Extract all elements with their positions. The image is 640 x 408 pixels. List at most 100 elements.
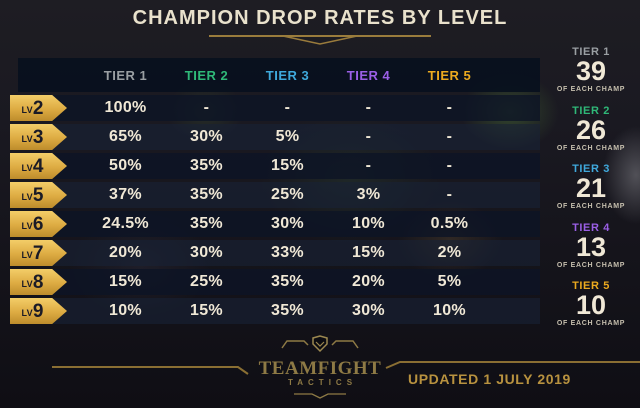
rate-cell: - — [365, 157, 372, 174]
level-prefix: LV — [21, 250, 33, 260]
level-badge-lv6: LV 6 — [10, 211, 67, 237]
rate-cell: 20% — [352, 273, 385, 290]
rate-cell: 30% — [190, 244, 223, 261]
rate-cell: - — [446, 186, 453, 203]
logo-wordmark: TEAMFIGHT — [258, 358, 382, 379]
header-tier-4: TIER 4 — [346, 67, 391, 83]
updated-date: UPDATED 1 JULY 2019 — [408, 371, 571, 387]
logo-flourish-icon — [294, 393, 346, 399]
rate-cell: 30% — [352, 302, 385, 319]
pool-item-tier-5: TIER 5 10 OF EACH CHAMP — [546, 280, 636, 339]
level-number: 3 — [32, 126, 44, 148]
table-row-lv5: LV 5 37% 35% 25% 3% - — [10, 182, 540, 208]
level-number: 5 — [32, 184, 44, 206]
teamfight-tactics-logo: TEAMFIGHT TACTICS — [250, 334, 390, 405]
rate-cell: 30% — [271, 215, 304, 232]
table-row-lv2: LV 2 100% - - - - — [10, 95, 540, 121]
pool-item-tier-1: TIER 1 39 OF EACH CHAMP — [546, 46, 636, 105]
level-number: 6 — [32, 213, 44, 235]
pool-item-tier-3: TIER 3 21 OF EACH CHAMP — [546, 163, 636, 222]
pool-tier-label: TIER 3 — [572, 163, 610, 175]
rate-cell: 5% — [275, 128, 300, 145]
pool-item-tier-2: TIER 2 26 OF EACH CHAMP — [546, 105, 636, 164]
rate-cell: 0.5% — [430, 215, 469, 232]
level-prefix: LV — [21, 308, 33, 318]
level-badge-lv5: LV 5 — [10, 182, 67, 208]
rate-cell: 37% — [109, 186, 142, 203]
header-tier-3: TIER 3 — [265, 67, 310, 83]
level-badge-lv8: LV 8 — [10, 269, 67, 295]
level-prefix: LV — [21, 279, 33, 289]
level-prefix: LV — [21, 221, 33, 231]
rate-cell: 15% — [190, 302, 223, 319]
table-header-row: TIER 1 TIER 2 TIER 3 TIER 4 TIER 5 — [18, 58, 540, 92]
tft-crest-icon — [281, 335, 359, 353]
pool-caption: OF EACH CHAMP — [556, 203, 626, 210]
level-number: 4 — [32, 155, 44, 177]
level-prefix: LV — [21, 163, 33, 173]
rate-cell: 35% — [190, 215, 223, 232]
level-prefix: LV — [21, 192, 33, 202]
rate-cell: - — [203, 99, 210, 116]
rate-cell: 33% — [271, 244, 304, 261]
pool-item-tier-4: TIER 4 13 OF EACH CHAMP — [546, 222, 636, 281]
rate-cell: - — [446, 157, 453, 174]
rate-cell: 3% — [356, 186, 381, 203]
level-prefix: LV — [21, 105, 33, 115]
rate-cell: 25% — [271, 186, 304, 203]
pool-count: 13 — [575, 231, 607, 262]
table-row-lv7: LV 7 20% 30% 33% 15% 2% — [10, 240, 540, 266]
level-badge-lv9: LV 9 — [10, 298, 67, 324]
rate-cell: 15% — [271, 157, 304, 174]
rate-cell: - — [446, 128, 453, 145]
rate-cell: - — [284, 99, 291, 116]
table-row-lv9: LV 9 10% 15% 35% 30% 10% — [10, 298, 540, 324]
rate-cell: 35% — [190, 186, 223, 203]
rate-cell: 25% — [190, 273, 223, 290]
level-number: 7 — [32, 242, 44, 264]
rate-cell: 100% — [104, 99, 147, 116]
table-row-lv6: LV 6 24.5% 35% 30% 10% 0.5% — [10, 211, 540, 237]
rate-cell: 5% — [437, 273, 462, 290]
rate-cell: 2% — [437, 244, 462, 261]
pool-caption: OF EACH CHAMP — [556, 261, 626, 269]
pool-tier-label: TIER 2 — [572, 104, 610, 117]
right-rule-ornament — [385, 361, 640, 369]
rate-cell: 15% — [109, 273, 142, 290]
left-rule-ornament — [52, 366, 249, 375]
rate-cell: 10% — [109, 302, 142, 319]
level-prefix: LV — [21, 134, 33, 144]
rate-cell: 65% — [109, 128, 142, 145]
level-badge-lv2: LV 2 — [10, 95, 67, 121]
pool-caption: OF EACH CHAMP — [556, 320, 626, 327]
pool-tier-label: TIER 4 — [572, 221, 610, 234]
header-tier-1: TIER 1 — [103, 67, 148, 83]
rate-cell: - — [446, 99, 453, 116]
pool-caption: OF EACH CHAMP — [556, 86, 626, 93]
pool-count: 21 — [575, 173, 607, 203]
level-number: 9 — [32, 300, 44, 322]
sidebar-champion-pool: TIER 1 39 OF EACH CHAMP TIER 2 26 OF EAC… — [546, 46, 636, 339]
pool-tier-label: TIER 5 — [572, 280, 610, 292]
logo-subtitle: TACTICS — [287, 378, 358, 387]
rate-cell: 35% — [271, 273, 304, 290]
level-badge-lv4: LV 4 — [10, 153, 67, 179]
rate-cell: 35% — [271, 302, 304, 319]
rate-cell: 10% — [433, 302, 466, 319]
page-title: CHAMPION DROP RATES BY LEVEL — [132, 7, 508, 29]
rate-cell: 50% — [109, 157, 142, 174]
rate-cell: 10% — [352, 215, 385, 232]
rate-cell: - — [365, 128, 372, 145]
rate-cell: 24.5% — [102, 215, 149, 232]
level-badge-lv3: LV 3 — [10, 124, 67, 150]
pool-caption: OF EACH CHAMP — [556, 144, 626, 152]
table-row-lv8: LV 8 15% 25% 35% 20% 5% — [10, 269, 540, 295]
rate-cell: 20% — [109, 244, 142, 261]
rate-cell: 15% — [352, 244, 385, 261]
level-number: 8 — [32, 271, 44, 293]
pool-count: 10 — [575, 290, 607, 320]
table-row-lv3: LV 3 65% 30% 5% - - — [10, 124, 540, 150]
rate-cell: - — [365, 99, 372, 116]
pool-count: 26 — [575, 114, 607, 145]
level-number: 2 — [32, 97, 44, 119]
